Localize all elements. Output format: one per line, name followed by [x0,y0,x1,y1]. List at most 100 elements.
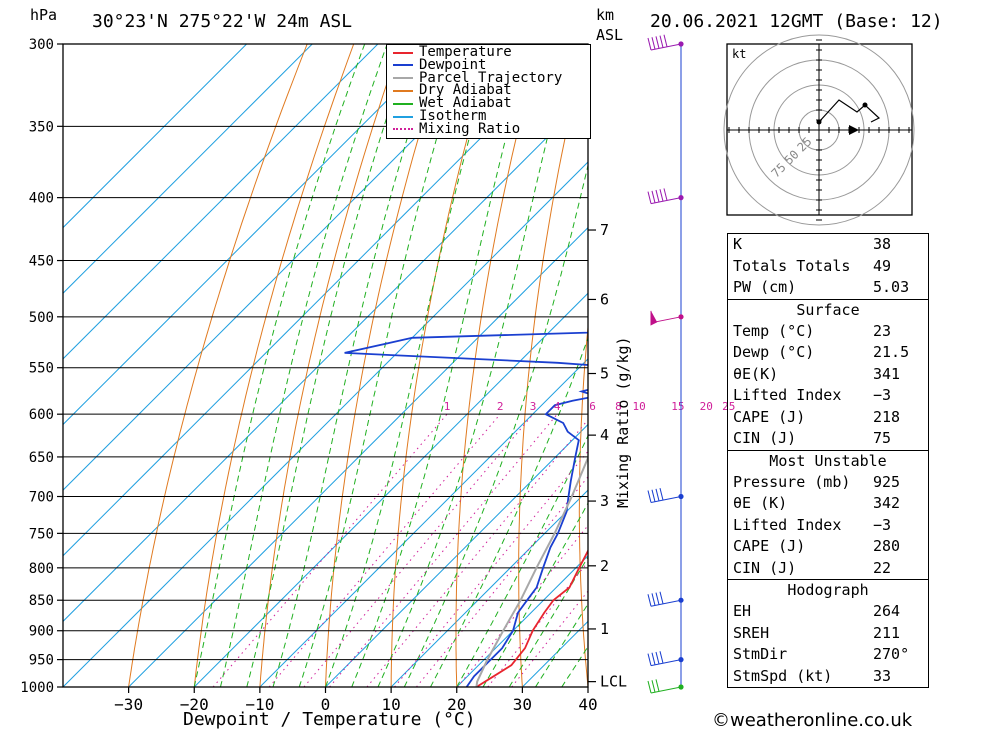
wind-barb-staff [650,197,682,205]
x-tick-label: −10 [245,695,274,714]
dry-adiabat-line [193,44,355,687]
km-tick-label: LCL [600,673,627,691]
wind-barb-feather [659,189,664,202]
km-tick-label: 5 [600,365,609,383]
index-value: 75 [873,429,892,447]
wet-adiabat-line [298,44,466,687]
pressure-tick-label: 300 [29,37,54,53]
mixing-ratio-axis-title: Mixing Ratio (g/kg) [614,336,632,508]
legend-item: Dry Adiabat [393,82,512,99]
plot-frame [62,43,589,688]
series-temperature-line [475,548,588,687]
mixing-ratio-label: 10 [633,400,646,413]
isotherm-line [63,44,247,229]
index-label: PW (cm) [733,278,797,296]
hodograph-start-dot [816,119,822,125]
index-label: θE (K) [733,494,788,512]
index-row: Pressure (mb) 925 [728,472,928,494]
most-unstable-section-title: Most Unstable [728,449,928,472]
wet-adiabat-line [272,44,438,687]
mixing-ratio-line [416,476,588,687]
index-row: SREH 211 [728,623,928,645]
isotherm-line [456,555,588,687]
legend-swatch [393,115,413,118]
index-value: 5.03 [873,278,910,296]
mixing-ratio-line [366,418,588,687]
isotherm-line [128,226,588,687]
wind-barb-feather [659,35,664,48]
mixing-ratio-label: 15 [671,400,684,413]
wind-barb-feather [651,190,656,203]
index-label: Dewp (°C) [733,343,815,361]
isotherm-line [325,423,588,687]
mixing-ratio-label: 2 [497,400,504,413]
x-tick-label: 20 [447,695,466,714]
legend-label: Dry Adiabat [419,82,512,99]
wind-barb-feather [663,188,668,201]
pressure-tick-label: 500 [29,310,54,326]
x-tick-label: 30 [513,695,532,714]
index-label: CIN (J) [733,429,797,447]
mixing-ratio-label: 25 [722,400,735,413]
storm-motion-arrow [849,125,859,135]
surface-section-title: Surface [728,298,928,321]
index-value: −3 [873,386,892,404]
index-value: 23 [873,321,892,340]
wind-barb-feather [647,37,652,51]
index-row: EH 264 [728,601,928,623]
wind-barb-feather [647,490,652,503]
mixing-ratio-label: 1 [444,400,451,413]
index-label: StmDir [733,645,788,663]
index-value: 21.5 [873,343,910,361]
legend-item: Dewpoint [393,56,487,73]
pressure-tick-label: 950 [29,653,54,669]
index-value: 925 [873,472,901,491]
mixing-ratio-label: 8 [615,400,622,413]
legend: Temperature Dewpoint Parcel Trajectory Dry … [386,44,591,139]
isotherm-line [63,44,510,491]
isotherm-line [259,358,588,687]
copyright-link[interactable]: ©weatheronline.co.uk [712,710,913,731]
index-row: Temp (°C) 23 [728,321,928,343]
legend-swatch [393,128,413,131]
legend-label: Dewpoint [419,56,487,73]
hodograph-unit-label: kt [732,47,746,61]
wind-barb-feather [647,680,652,694]
index-label: K [733,235,743,253]
indices-table: K 38 Totals Totals 49 PW (cm) 5.03 Surface Te… [727,233,929,688]
index-value: 22 [873,558,892,577]
pressure-tick-label: 800 [29,561,54,577]
index-value: 342 [873,494,901,512]
mixing-ratio-line [394,450,588,687]
index-row: Totals Totals 49 [728,256,928,278]
x-tick-label: 10 [381,695,400,714]
wind-barb-staff [650,43,682,51]
wind-barb-feather [647,191,652,204]
hodograph-trace [818,99,881,123]
dry-adiabat-line [128,44,308,687]
legend-item: Isotherm [393,108,487,124]
series-dewpoint-line [344,331,588,687]
x-tick-label: −30 [114,695,143,714]
legend-item: Wet Adiabat [393,96,512,110]
mixing-ratio-label: 20 [700,400,713,413]
mixing-ratio-line [487,561,588,687]
pressure-tick-label: 600 [29,407,54,423]
legend-swatch [393,51,413,54]
index-label: θE(K) [733,364,779,383]
legend-label: Isotherm [419,108,487,124]
pressure-tick-label: 1000 [20,680,54,696]
isotherm-line [63,44,444,426]
legend-label: Mixing Ratio [419,120,521,137]
wind-barb-feather [655,488,660,502]
wind-barb-feather [655,651,660,665]
wind-barb-feather [655,679,660,692]
isotherm-line [63,44,313,294]
mixing-ratio-label: 4 [554,400,561,413]
index-row: CIN (J) 22 [728,558,928,580]
asl-label: ASL [596,26,624,44]
isotherm-line [63,95,588,623]
pressure-tick-label: 650 [29,450,54,466]
pressure-tick-label: 350 [29,119,54,135]
index-label: Totals Totals [733,256,851,275]
